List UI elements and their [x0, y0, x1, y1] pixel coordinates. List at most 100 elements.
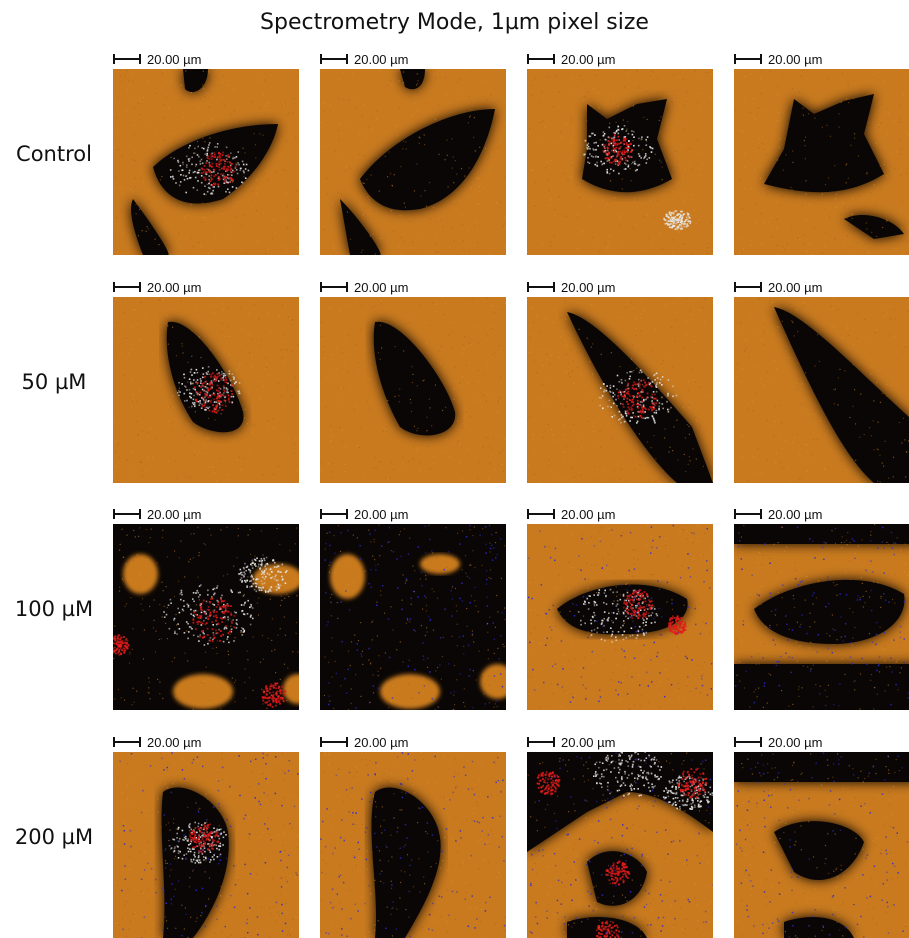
texture-pixel: [228, 326, 229, 327]
red-signal-pixel: [233, 626, 235, 628]
texture-pixel: [205, 652, 206, 653]
texture-pixel: [338, 130, 339, 131]
white-signal-pixel: [225, 396, 227, 398]
white-signal-pixel: [217, 173, 219, 175]
texture-pixel: [704, 555, 705, 556]
white-signal-pixel: [187, 178, 189, 180]
texture-pixel: [570, 349, 571, 350]
texture-pixel: [321, 122, 322, 123]
texture-pixel: [683, 69, 684, 70]
red-signal-pixel: [214, 411, 216, 413]
texture-pixel: [146, 529, 147, 530]
texture-pixel: [243, 173, 244, 174]
red-signal-pixel: [212, 372, 214, 374]
texture-pixel: [841, 460, 842, 461]
texture-pixel: [601, 354, 602, 355]
white-signal-pixel: [206, 601, 208, 603]
red-signal-pixel: [612, 162, 614, 164]
white-signal-pixel: [202, 163, 204, 165]
texture-pixel: [374, 541, 375, 542]
red-signal-pixel: [272, 706, 274, 708]
texture-pixel: [258, 81, 259, 82]
white-signal-pixel: [625, 136, 627, 138]
texture-pixel: [226, 231, 227, 232]
texture-pixel: [282, 106, 283, 107]
texture-pixel: [651, 350, 652, 351]
texture-pixel: [874, 74, 875, 75]
texture-pixel: [647, 119, 648, 120]
texture-pixel: [242, 74, 243, 75]
red-signal-pixel: [228, 632, 230, 634]
white-signal-pixel: [261, 558, 263, 560]
texture-pixel: [148, 542, 149, 543]
texture-pixel: [674, 617, 675, 618]
white-signal-pixel: [230, 152, 232, 154]
texture-pixel: [412, 242, 413, 243]
texture-pixel: [146, 559, 147, 560]
texture-pixel: [282, 218, 283, 219]
white-signal-pixel: [620, 403, 622, 405]
white-signal-pixel: [256, 557, 258, 559]
texture-pixel: [592, 400, 593, 401]
red-signal-pixel: [228, 395, 230, 397]
texture-pixel: [643, 598, 644, 599]
texture-pixel: [542, 384, 543, 385]
texture-pixel: [767, 371, 768, 372]
texture-pixel: [684, 105, 685, 106]
texture-pixel: [711, 705, 712, 706]
texture-pixel: [181, 85, 182, 86]
white-signal-pixel: [188, 160, 190, 162]
texture-pixel: [349, 562, 350, 563]
texture-pixel: [214, 313, 215, 314]
texture-pixel: [122, 155, 123, 156]
red-signal-pixel: [205, 395, 207, 397]
texture-pixel: [673, 212, 674, 213]
white-signal-pixel: [234, 157, 236, 159]
red-signal-pixel: [229, 161, 231, 163]
texture-pixel: [142, 431, 143, 432]
red-signal-pixel: [618, 397, 620, 399]
texture-pixel: [684, 454, 685, 455]
blue-signal-pixel: [572, 603, 574, 605]
red-signal-pixel: [209, 384, 211, 386]
texture-pixel: [360, 622, 361, 623]
white-signal-pixel: [624, 421, 626, 423]
texture-pixel: [626, 675, 627, 676]
white-signal-pixel: [618, 611, 620, 613]
texture-pixel: [236, 216, 237, 217]
texture-pixel: [479, 204, 480, 205]
red-signal-pixel: [643, 385, 645, 387]
red-signal-pixel: [224, 611, 226, 613]
texture-pixel: [247, 344, 248, 345]
texture-pixel: [212, 598, 213, 599]
texture-pixel: [802, 205, 803, 206]
texture-pixel: [113, 147, 114, 148]
texture-pixel: [760, 93, 761, 94]
texture-pixel: [786, 244, 787, 245]
texture-pixel: [199, 599, 200, 600]
white-signal-pixel: [604, 640, 606, 642]
texture-pixel: [452, 168, 453, 169]
white-signal-pixel: [243, 164, 245, 166]
red-signal-pixel: [114, 635, 116, 637]
texture-pixel: [564, 215, 565, 216]
blue-signal-pixel: [429, 671, 431, 673]
red-signal-pixel: [213, 637, 215, 639]
white-signal-pixel: [620, 599, 622, 601]
blue-signal-pixel: [469, 675, 471, 677]
texture-pixel: [495, 542, 496, 543]
white-signal-pixel: [580, 624, 582, 626]
texture-pixel: [134, 125, 135, 126]
texture-pixel: [646, 91, 647, 92]
white-signal-pixel: [208, 179, 210, 181]
texture-pixel: [499, 345, 500, 346]
texture-pixel: [478, 343, 479, 344]
texture-pixel: [754, 169, 755, 170]
white-signal-pixel: [587, 144, 589, 146]
red-signal-pixel: [633, 381, 635, 383]
texture-pixel: [554, 440, 555, 441]
texture-pixel: [558, 394, 559, 395]
blue-signal-pixel: [423, 655, 425, 657]
texture-pixel: [592, 374, 593, 375]
white-signal-pixel: [207, 594, 209, 596]
